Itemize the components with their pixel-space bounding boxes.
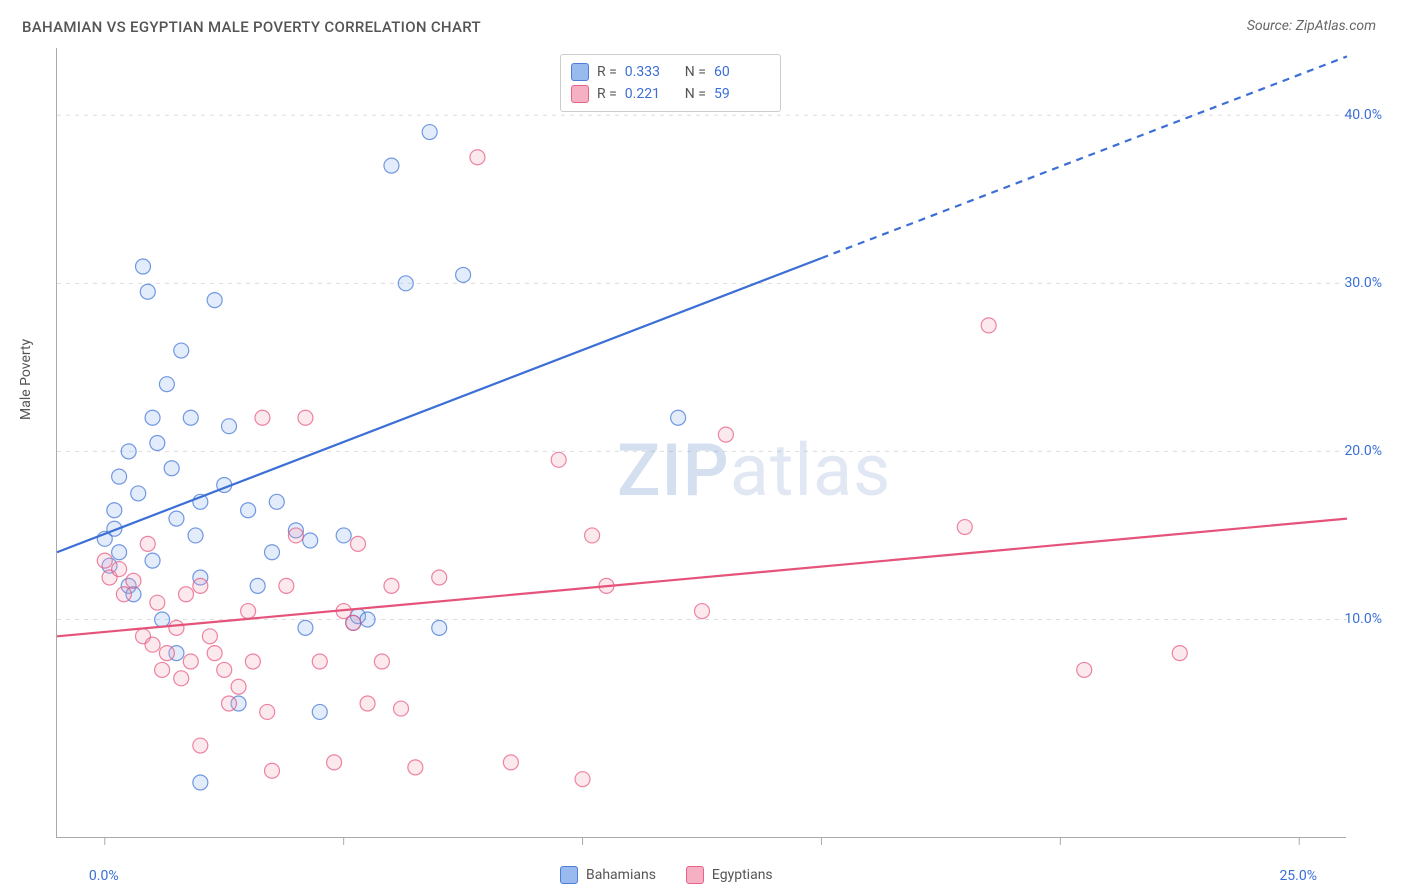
source-label: Source: ZipAtlas.com (1247, 18, 1376, 34)
swatch-bahamians-icon (560, 866, 578, 884)
legend-row-egyptians: R = 0.221 N = 59 (571, 83, 766, 105)
y-tick-label: 20.0% (1344, 443, 1382, 459)
chart-container: BAHAMIAN VS EGYPTIAN MALE POVERTY CORREL… (0, 0, 1406, 892)
legend-row-bahamians: R = 0.333 N = 60 (571, 61, 766, 83)
swatch-egyptians (571, 85, 589, 103)
x-tick-label: 0.0% (89, 868, 119, 884)
y-axis-label: Male Poverty (18, 339, 34, 420)
plot-area: ZIPatlas (56, 48, 1346, 838)
y-tick-label: 40.0% (1344, 107, 1382, 123)
chart-title: BAHAMIAN VS EGYPTIAN MALE POVERTY CORREL… (22, 18, 481, 36)
legend-item-bahamians: Bahamians (560, 866, 656, 884)
plot-svg (57, 48, 1346, 837)
x-tick-label: 25.0% (1279, 868, 1317, 884)
legend-correlation: R = 0.333 N = 60 R = 0.221 N = 59 (560, 54, 781, 112)
legend-series: Bahamians Egyptians (560, 866, 773, 884)
y-tick-label: 10.0% (1344, 611, 1382, 627)
swatch-egyptians-icon (686, 866, 704, 884)
legend-item-egyptians: Egyptians (686, 866, 773, 884)
swatch-bahamians (571, 63, 589, 81)
y-tick-label: 30.0% (1344, 275, 1382, 291)
